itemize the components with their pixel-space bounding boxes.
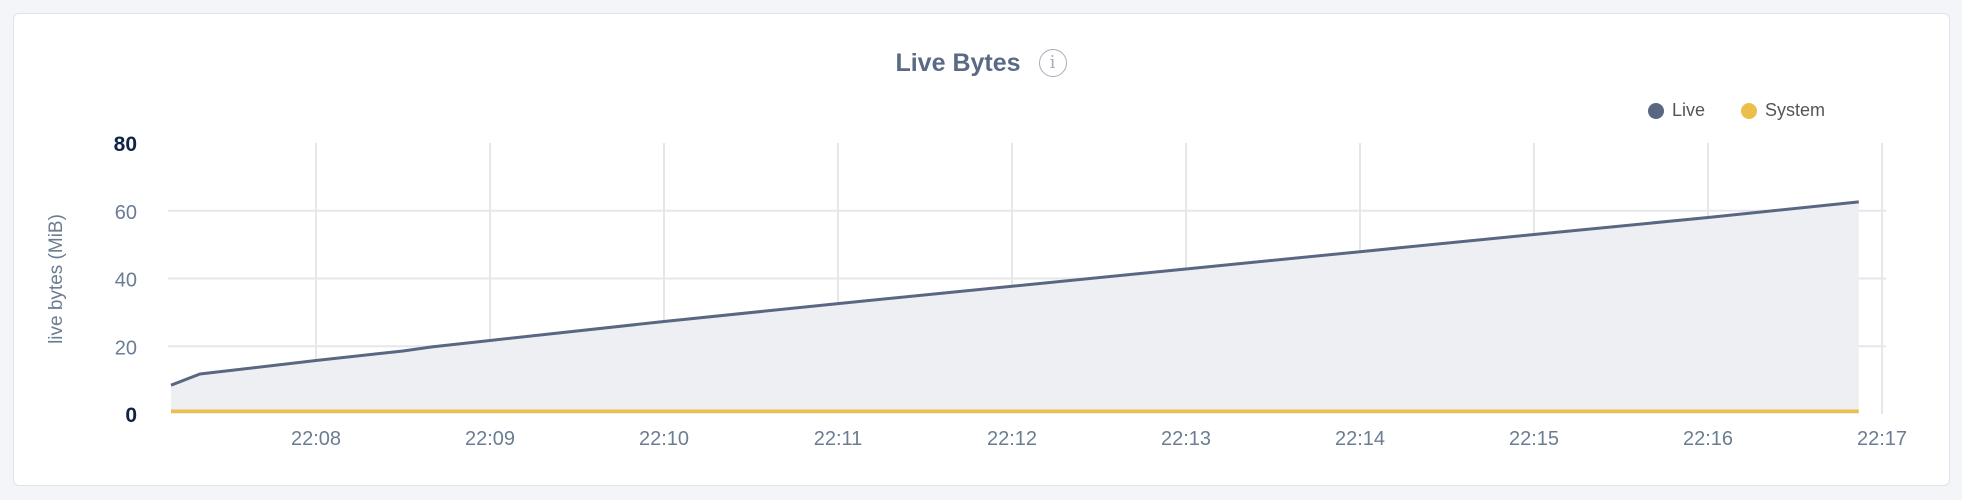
x-tick-label: 22:09 [465,428,515,450]
x-tick-label: 22:16 [1683,428,1733,450]
x-tick-label: 22:14 [1335,428,1385,450]
x-tick-label: 22:15 [1509,428,1559,450]
legend-item-system[interactable]: System [1741,100,1825,121]
x-tick-label: 22:13 [1161,428,1211,450]
legend-label-live: Live [1672,100,1706,120]
x-tick-label: 22:17 [1857,428,1907,450]
x-tick-label: 22:10 [639,428,689,450]
chart-title-row: Live Bytes i [0,48,1962,78]
series-line-live [170,200,1859,387]
y-tick-label: 40 [115,270,137,292]
legend-dot-live [1648,102,1664,119]
x-tick-label: 22:08 [291,428,341,450]
info-icon[interactable]: i [1038,49,1067,78]
chart-title: Live Bytes [895,48,1021,77]
x-tick-label: 22:11 [814,428,863,450]
y-tick-label: 60 [115,202,137,224]
y-tick-label: 20 [115,337,137,359]
series-area-live [171,201,1859,414]
x-tick-label: 22:12 [987,428,1037,450]
legend-dot-system [1741,102,1758,119]
legend-item-live[interactable]: Live [1648,100,1705,121]
legend-label-system: System [1765,100,1826,120]
y-tick-label: 0 [125,404,137,427]
y-axis-label: live bytes (MiB) [46,214,67,344]
y-tick-label: 80 [114,133,137,156]
legend: Live System [1648,100,1825,121]
